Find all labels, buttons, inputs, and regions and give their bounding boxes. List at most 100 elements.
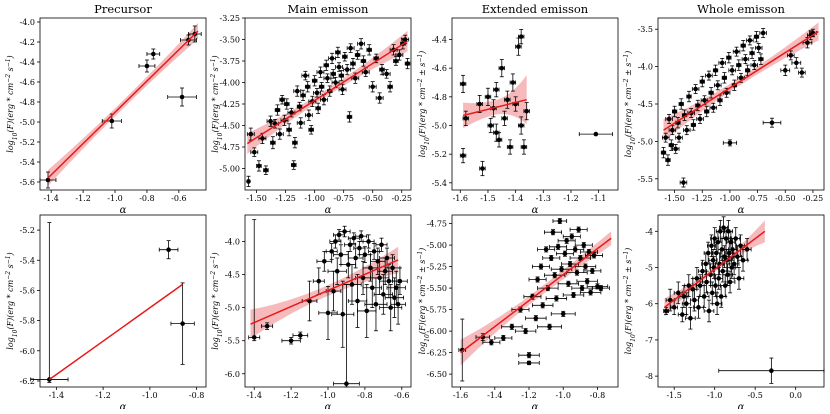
point-marker <box>284 101 290 107</box>
point-marker <box>769 120 775 125</box>
data-point <box>718 57 726 68</box>
data-point <box>357 284 377 338</box>
data-point <box>263 165 269 175</box>
point-marker <box>699 79 705 84</box>
data-point <box>318 82 325 92</box>
point-marker <box>315 106 321 111</box>
point-marker <box>559 266 564 272</box>
data-point <box>284 98 290 110</box>
point-marker <box>329 249 334 254</box>
data-point <box>331 280 355 348</box>
data-point <box>318 286 338 340</box>
point-marker <box>485 94 491 100</box>
data-point <box>732 46 741 57</box>
point-marker <box>566 281 571 287</box>
data-point <box>750 60 758 70</box>
point-marker <box>581 242 587 248</box>
point-marker <box>369 285 375 291</box>
x-tick-label: -1.00 <box>720 194 741 203</box>
point-marker <box>782 68 788 73</box>
x-tick-label: -1.5 <box>480 194 495 203</box>
point-marker <box>727 279 733 285</box>
point-marker <box>576 227 581 232</box>
data-point <box>487 117 494 134</box>
data-point <box>557 280 580 287</box>
point-marker <box>716 276 722 281</box>
data-point <box>518 116 525 135</box>
point-marker <box>264 323 270 329</box>
point-marker <box>179 94 185 100</box>
point-marker <box>358 41 364 47</box>
point-marker <box>681 294 687 299</box>
data-point <box>370 260 390 295</box>
point-marker <box>550 229 556 235</box>
x-tick-label: -1.6 <box>453 391 468 400</box>
data-point <box>753 31 760 43</box>
y-tick-label: -5.8 <box>20 317 35 326</box>
data-point <box>327 257 347 285</box>
data-point <box>762 117 782 128</box>
data-point <box>333 284 360 388</box>
x-tick-label: -0.25 <box>391 194 412 203</box>
data-point <box>404 58 411 70</box>
point-marker <box>728 239 734 245</box>
data-point <box>379 284 403 332</box>
point-marker <box>586 249 592 255</box>
x-tick-label: -0.75 <box>747 194 768 203</box>
point-marker <box>688 315 693 321</box>
data-point <box>746 35 754 46</box>
point-marker <box>312 78 317 84</box>
data-point <box>591 285 610 292</box>
fit-line <box>250 259 399 325</box>
data-point <box>528 276 547 283</box>
data-point <box>537 285 559 292</box>
point-marker <box>526 360 532 366</box>
data-point <box>673 281 683 305</box>
x-tick-label: -0.8 <box>139 194 154 203</box>
data-point <box>660 146 667 159</box>
point-marker <box>567 261 573 267</box>
data-point <box>311 75 318 87</box>
data-point <box>728 65 736 76</box>
panel-3: -1.50 -1.25 -1.00 -0.75 -0.50 -0.25 -5.5 -5.0 -4… <box>623 2 825 216</box>
data-point <box>549 243 568 250</box>
fit-line <box>246 40 408 145</box>
x-axis-label: α <box>532 402 539 409</box>
x-tick-label: -0.50 <box>362 194 383 203</box>
point-marker <box>318 69 323 75</box>
x-tick-label: -1.4 <box>508 194 523 203</box>
point-marker <box>322 259 327 264</box>
point-marker <box>691 122 696 128</box>
data-point <box>736 59 742 71</box>
data-point <box>386 270 406 305</box>
y-tick-label: -5.4 <box>20 256 35 265</box>
point-marker <box>747 38 753 43</box>
data-point <box>714 80 722 91</box>
point-marker <box>277 131 283 137</box>
confidence-band <box>463 75 527 129</box>
point-marker <box>754 34 759 39</box>
point-marker <box>719 60 725 66</box>
data-point <box>693 296 704 319</box>
data-point <box>459 148 467 164</box>
data-point <box>346 111 353 123</box>
point-marker <box>275 107 280 113</box>
point-marker <box>538 264 544 269</box>
y-tick-label: -6.50 <box>426 370 447 379</box>
point-marker <box>251 335 257 340</box>
x-tick-label: -0.5 <box>747 391 762 400</box>
x-axis-label: α <box>738 402 745 409</box>
x-tick-label: -1.2 <box>95 391 110 400</box>
point-marker <box>578 255 583 261</box>
point-marker <box>325 75 330 81</box>
data-point <box>703 299 715 323</box>
data-point <box>286 123 292 137</box>
point-marker <box>314 90 320 96</box>
data-point <box>342 264 362 305</box>
y-tick-label: -4.8 <box>432 93 447 102</box>
panel-title: Main emisson <box>288 2 369 16</box>
data-point <box>576 278 598 285</box>
data-point <box>555 250 574 257</box>
point-marker <box>665 157 671 163</box>
point-marker <box>460 81 466 87</box>
